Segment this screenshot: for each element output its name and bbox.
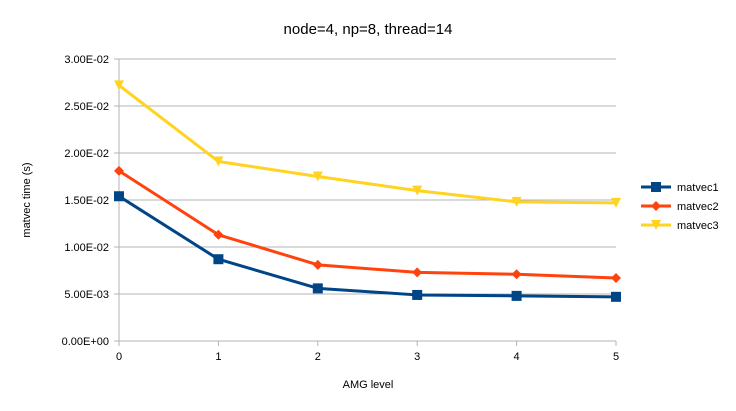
series-matvec1 bbox=[114, 191, 621, 302]
legend-marker bbox=[651, 201, 661, 211]
data-point bbox=[114, 80, 124, 91]
x-tick-label: 2 bbox=[315, 351, 321, 363]
series-line bbox=[118, 169, 617, 280]
data-point bbox=[511, 290, 522, 301]
legend-marker bbox=[651, 220, 661, 230]
data-point bbox=[114, 191, 124, 202]
y-tick-label: 5.00E-03 bbox=[64, 289, 109, 301]
x-tick-label: 1 bbox=[215, 351, 221, 363]
y-tick-label: 2.50E-02 bbox=[64, 101, 109, 113]
legend-marker bbox=[651, 182, 661, 192]
series-line bbox=[118, 84, 617, 205]
data-point bbox=[312, 283, 323, 294]
x-axis-title: AMG level bbox=[343, 379, 394, 391]
x-tick-label: 0 bbox=[116, 351, 122, 363]
y-axis-ticks: 0.00E+00 5.00E-03 1.00E-02 1.50E-02 2.00E-02… bbox=[62, 54, 119, 348]
data-point bbox=[412, 289, 423, 300]
x-tick-label: 4 bbox=[514, 351, 520, 363]
data-point bbox=[611, 197, 621, 208]
data-point bbox=[213, 156, 224, 167]
y-tick-label: 0.00E+00 bbox=[62, 336, 109, 348]
legend-item: matvec2 bbox=[641, 201, 719, 213]
data-point bbox=[511, 269, 522, 280]
legend-item: matvec1 bbox=[641, 182, 719, 194]
data-point bbox=[312, 259, 323, 270]
data-point bbox=[511, 196, 522, 207]
legend-label: matvec1 bbox=[677, 182, 719, 194]
legend-item: matvec3 bbox=[641, 220, 719, 232]
grid-lines bbox=[119, 58, 616, 295]
data-point bbox=[412, 185, 423, 196]
data-point bbox=[213, 229, 224, 240]
legend: matvec1 matvec2 matvec3 bbox=[641, 182, 719, 232]
data-point bbox=[611, 291, 621, 302]
y-axis-title: matvec time (s) bbox=[21, 162, 33, 237]
series-layer bbox=[114, 80, 621, 302]
legend-label: matvec3 bbox=[677, 220, 719, 232]
y-tick-label: 1.50E-02 bbox=[64, 195, 109, 207]
series-matvec2 bbox=[114, 165, 621, 284]
series-matvec3 bbox=[114, 80, 621, 208]
y-tick-label: 3.00E-02 bbox=[64, 54, 109, 66]
y-tick-label: 2.00E-02 bbox=[64, 148, 109, 160]
chart-title: node=4, np=8, thread=14 bbox=[284, 21, 453, 38]
data-point bbox=[611, 273, 621, 284]
y-tick-label: 1.00E-02 bbox=[64, 242, 109, 254]
x-axis-ticks: 0 1 2 3 4 5 bbox=[116, 341, 619, 363]
legend-label: matvec2 bbox=[677, 201, 719, 213]
data-point bbox=[312, 171, 323, 182]
series-line bbox=[118, 194, 617, 299]
data-point bbox=[114, 165, 124, 176]
data-point bbox=[213, 254, 224, 265]
x-tick-label: 3 bbox=[414, 351, 420, 363]
x-tick-label: 5 bbox=[613, 351, 619, 363]
data-point bbox=[412, 267, 423, 278]
